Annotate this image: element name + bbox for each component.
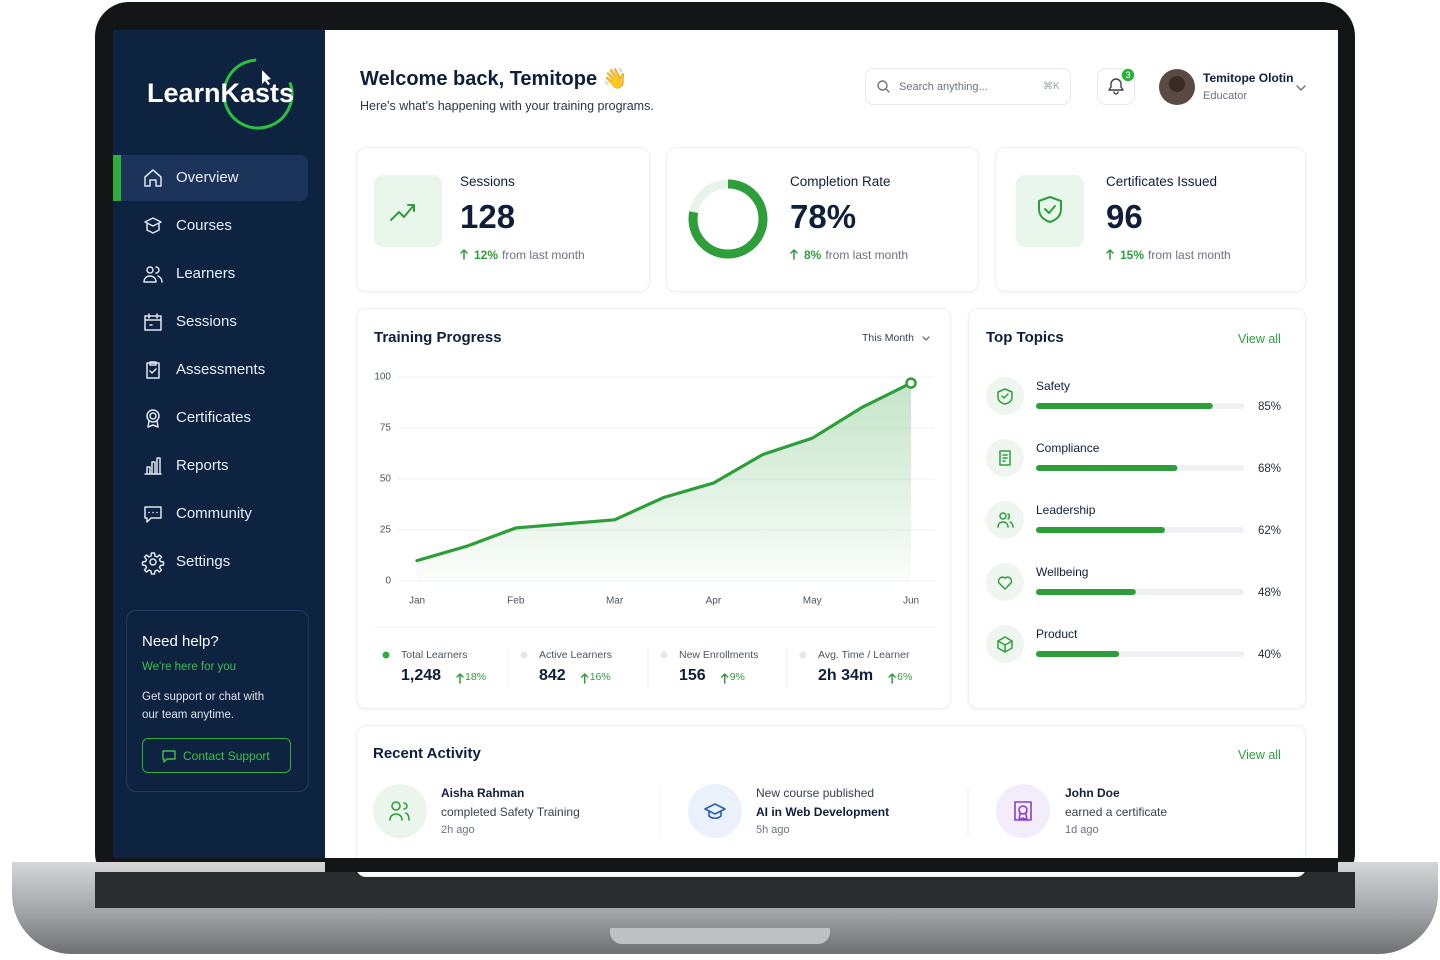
change-value: 12% <box>474 248 499 262</box>
topic-name: Wellbeing <box>1036 565 1089 579</box>
change-note: from last month <box>502 248 585 262</box>
laptop-notch <box>610 928 830 944</box>
nav-item[interactable]: Settings <box>176 553 231 570</box>
summary-value: 156 <box>679 667 706 684</box>
summary-label: Avg. Time / Learner <box>818 649 910 661</box>
topic-name: Compliance <box>1036 441 1100 455</box>
summary-row: 1,248 18% <box>401 667 486 685</box>
laptop-hinge <box>95 872 1355 908</box>
change-note: from last month <box>1148 248 1231 262</box>
change-note: from last month <box>825 248 909 262</box>
activity-line2: earned a certificate <box>1065 805 1168 819</box>
stat-label: Sessions <box>460 174 515 189</box>
stat-value: 128 <box>460 198 516 235</box>
topic-name: Leadership <box>1036 503 1096 517</box>
activity-card <box>356 725 1306 877</box>
summary-value: 1,248 <box>401 667 442 684</box>
stat-value: 78% <box>790 198 857 235</box>
period-select[interactable]: This Month <box>862 332 914 344</box>
topic-name: Safety <box>1036 379 1071 393</box>
stat-card <box>995 147 1306 292</box>
activity-line1: John Doe <box>1065 786 1120 800</box>
help-subtitle: We're here for you <box>142 661 237 673</box>
stat-label: Certificates Issued <box>1106 174 1218 189</box>
bell-button[interactable] <box>1097 68 1135 105</box>
brand-logo: LearnKasts <box>147 78 295 108</box>
summary-change: 16% <box>589 671 611 683</box>
nav-item[interactable]: Courses <box>176 217 232 234</box>
summary-row: 156 9% <box>679 667 745 685</box>
help-card <box>126 610 309 792</box>
contact-button[interactable] <box>142 738 291 773</box>
search-box[interactable] <box>865 68 1071 105</box>
nav-item[interactable]: Community <box>176 505 252 522</box>
change-value: 15% <box>1120 248 1145 262</box>
stat-change: 12% from last month <box>474 248 585 262</box>
nav-item[interactable]: Overview <box>176 169 239 186</box>
nav-item[interactable]: Assessments <box>176 361 266 378</box>
activity-line2: AI in Web Development <box>756 805 890 819</box>
summary-value: 2h 34m <box>818 667 874 684</box>
stat-change: 15% from last month <box>1120 248 1231 262</box>
summary-label: Total Learners <box>401 649 468 661</box>
search-shortcut: ⌘K <box>1043 81 1060 92</box>
activity-time: 5h ago <box>756 824 790 836</box>
activity-link[interactable]: View all <box>1238 748 1281 762</box>
user-role: Educator <box>1203 90 1248 102</box>
summary-row: 2h 34m 6% <box>818 667 912 685</box>
user-name[interactable]: Temitope Olotin <box>1203 71 1294 85</box>
help-title: Need help? <box>142 633 219 650</box>
summary-label: Active Learners <box>539 649 612 661</box>
summary-change: 9% <box>729 671 745 683</box>
activity-title: Recent Activity <box>373 745 481 762</box>
page-title: Welcome back, Temitope 👋 <box>360 68 628 90</box>
summary-value: 842 <box>539 667 566 684</box>
activity-time: 1d ago <box>1065 824 1099 836</box>
summary-change: 6% <box>897 671 913 683</box>
contact-support[interactable]: Contact Support <box>183 749 270 763</box>
topics-link[interactable]: View all <box>1238 332 1281 346</box>
chart-title: Training Progress <box>374 329 502 346</box>
search-input[interactable]: Search anything... <box>899 81 988 93</box>
change-value: 8% <box>804 248 822 262</box>
topics-card <box>968 308 1306 709</box>
nav-item[interactable]: Certificates <box>176 409 252 426</box>
stat-label: Completion Rate <box>790 174 891 189</box>
activity-line2: completed Safety Training <box>441 805 580 819</box>
stat-change: 8% from last month <box>804 248 908 262</box>
topics-title: Top Topics <box>986 329 1064 346</box>
activity-time: 2h ago <box>441 824 475 836</box>
nav-item[interactable]: Learners <box>176 265 236 282</box>
summary-change: 18% <box>465 671 487 683</box>
nav-item[interactable]: Sessions <box>176 313 237 330</box>
activity-line1: New course published <box>756 786 875 800</box>
summary-row: 842 16% <box>539 667 611 685</box>
screen-bottom-cover <box>325 858 1338 872</box>
activity-line1: Aisha Rahman <box>441 786 525 800</box>
page-subtitle: Here's what's happening with your traini… <box>360 99 654 113</box>
nav-item[interactable]: Reports <box>176 457 229 474</box>
stat-value: 96 <box>1106 198 1143 235</box>
help-text: Get support or chat with our team anytim… <box>142 691 265 721</box>
summary-label: New Enrollments <box>679 649 759 661</box>
topic-name: Product <box>1036 627 1078 641</box>
